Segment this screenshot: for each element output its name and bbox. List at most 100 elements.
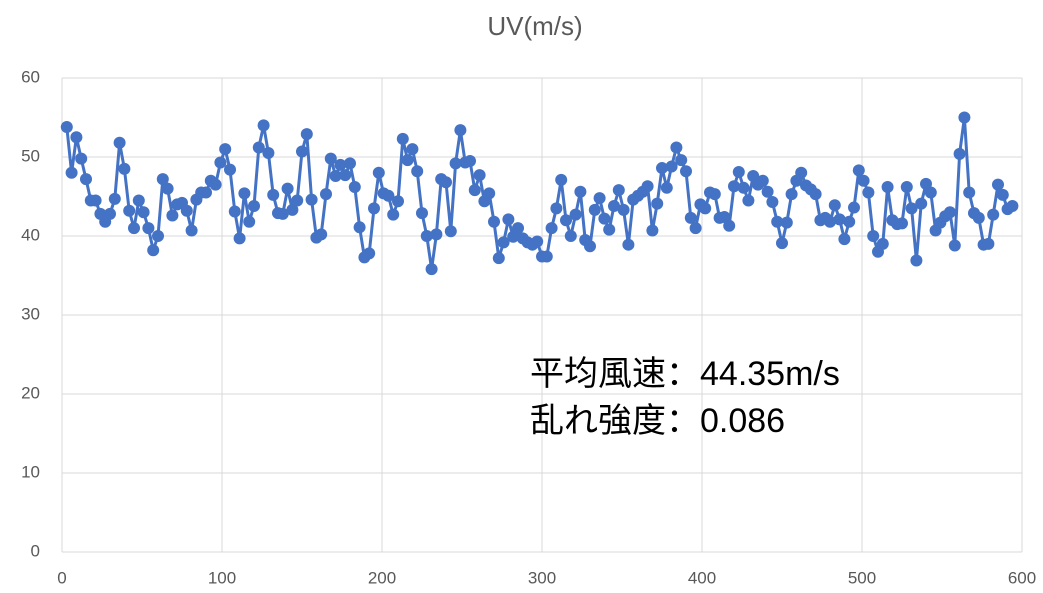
data-point xyxy=(166,209,179,222)
data-point xyxy=(944,206,956,219)
data-point xyxy=(70,131,83,144)
data-point xyxy=(200,186,212,199)
data-point xyxy=(382,189,395,202)
data-point xyxy=(430,228,443,241)
data-point xyxy=(608,199,620,212)
data-point xyxy=(584,240,596,253)
data-point xyxy=(603,223,616,236)
x-tick-label: 600 xyxy=(1008,568,1036,587)
data-point xyxy=(348,181,361,194)
data-point xyxy=(454,124,467,137)
data-point xyxy=(276,207,289,220)
data-point xyxy=(766,196,779,209)
data-point xyxy=(699,202,712,215)
data-point xyxy=(142,222,155,235)
data-point xyxy=(555,173,568,186)
data-point xyxy=(531,235,544,248)
data-point xyxy=(708,188,721,201)
data-point xyxy=(560,214,572,227)
data-point xyxy=(147,244,160,257)
data-point xyxy=(612,184,625,197)
data-point xyxy=(824,215,836,228)
data-point xyxy=(300,128,313,141)
y-tick-label: 20 xyxy=(21,383,40,402)
data-point xyxy=(329,169,342,182)
data-point xyxy=(464,154,476,167)
data-point xyxy=(401,154,414,167)
data-point xyxy=(564,230,577,242)
data-point xyxy=(857,174,870,187)
data-point xyxy=(665,160,678,173)
data-point xyxy=(972,211,985,224)
data-point xyxy=(214,156,227,169)
data-point xyxy=(569,208,582,221)
data-point xyxy=(411,165,424,178)
data-point xyxy=(118,162,131,175)
data-point xyxy=(497,236,510,249)
data-point xyxy=(185,224,198,237)
y-tick-label: 60 xyxy=(21,67,40,86)
data-point xyxy=(924,186,937,199)
data-point xyxy=(305,193,318,206)
data-point xyxy=(252,141,265,154)
data-point xyxy=(444,225,457,238)
data-point xyxy=(915,197,928,210)
data-point xyxy=(209,178,222,191)
data-point xyxy=(161,182,174,195)
data-point xyxy=(243,215,256,228)
data-point xyxy=(80,173,92,186)
data-point xyxy=(353,221,366,234)
y-tick-label: 30 xyxy=(21,304,40,323)
data-point xyxy=(219,143,232,156)
data-point xyxy=(809,188,822,201)
data-point xyxy=(108,192,121,205)
data-point xyxy=(670,141,683,154)
data-point xyxy=(257,119,270,132)
data-point xyxy=(896,217,908,230)
data-point xyxy=(646,224,659,237)
data-point xyxy=(104,207,116,220)
data-point xyxy=(440,176,452,189)
data-point xyxy=(473,169,486,182)
data-point xyxy=(75,152,88,165)
annotation: 平均風速：44.35m/s xyxy=(530,355,840,393)
data-point xyxy=(843,215,856,228)
data-point xyxy=(641,180,654,193)
data-point xyxy=(320,188,332,201)
data-point xyxy=(862,186,875,199)
data-point xyxy=(416,207,428,220)
data-point xyxy=(728,180,740,193)
data-point xyxy=(396,132,409,145)
data-point xyxy=(137,206,150,219)
data-point xyxy=(852,164,865,177)
data-point xyxy=(132,194,145,207)
data-point xyxy=(291,194,304,207)
data-point xyxy=(540,250,553,263)
data-point xyxy=(339,169,352,182)
data-point xyxy=(267,188,280,201)
x-tick-label: 0 xyxy=(57,568,66,587)
data-point xyxy=(675,154,688,167)
data-point xyxy=(651,197,664,210)
data-point xyxy=(1006,199,1019,212)
data-point xyxy=(958,111,971,124)
data-point xyxy=(948,239,961,252)
data-point xyxy=(617,203,630,216)
data-point xyxy=(680,165,692,178)
data-point xyxy=(228,205,241,218)
x-tick-label: 100 xyxy=(208,568,236,587)
data-point xyxy=(550,202,563,215)
data-point xyxy=(776,237,788,250)
data-point xyxy=(248,199,260,212)
data-point xyxy=(502,213,515,226)
data-point xyxy=(286,203,299,216)
data-point xyxy=(238,187,251,200)
data-point xyxy=(468,184,481,197)
data-point xyxy=(372,166,385,179)
y-tick-label: 0 xyxy=(31,541,40,560)
data-point xyxy=(963,186,976,199)
data-point xyxy=(492,252,505,265)
data-point xyxy=(881,181,894,194)
y-tick-label: 40 xyxy=(21,225,40,244)
data-point xyxy=(425,263,438,276)
